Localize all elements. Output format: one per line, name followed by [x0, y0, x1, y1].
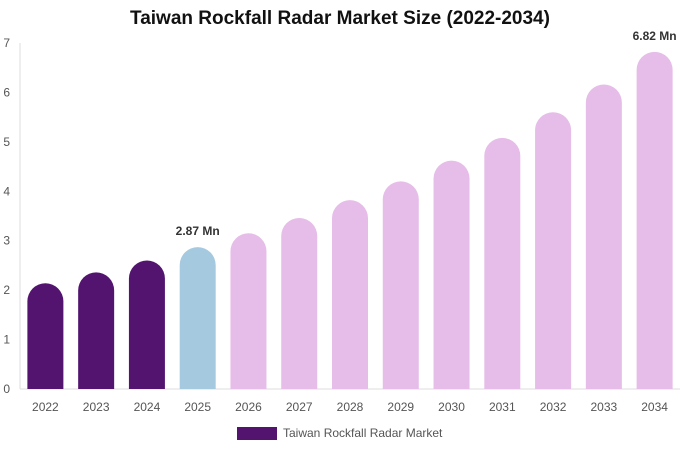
bar-2025: [179, 247, 216, 389]
x-tick-label: 2032: [540, 400, 567, 414]
legend-swatch: [237, 426, 277, 440]
bar-2024: [128, 260, 165, 389]
y-tick-label: 7: [3, 36, 10, 50]
bar-2022: [27, 283, 64, 389]
y-tick-label: 3: [3, 234, 10, 248]
data-label: 6.82 Mn: [633, 29, 677, 43]
x-tick-label: 2031: [489, 400, 516, 414]
y-tick-label: 6: [3, 85, 10, 99]
bar-2029: [382, 181, 419, 389]
bar-2032: [535, 112, 572, 389]
x-tick-label: 2034: [641, 400, 668, 414]
x-tick-label: 2030: [438, 400, 465, 414]
bar-2028: [332, 200, 368, 389]
y-tick-label: 2: [3, 283, 10, 297]
x-tick-label: 2027: [286, 400, 313, 414]
y-tick-label: 0: [3, 382, 10, 396]
x-tick-label: 2026: [235, 400, 262, 414]
chart-title: Taiwan Rockfall Radar Market Size (2022-…: [130, 8, 550, 29]
data-label: 2.87 Mn: [176, 224, 220, 238]
x-tick-label: 2022: [32, 400, 59, 414]
x-tick-label: 2033: [590, 400, 617, 414]
bar-2031: [484, 137, 521, 389]
bar-2033: [585, 84, 622, 390]
x-tick-label: 2029: [387, 400, 414, 414]
legend-label: Taiwan Rockfall Radar Market: [283, 426, 443, 440]
y-tick-label: 1: [3, 333, 10, 347]
bar-2023: [78, 272, 115, 389]
x-tick-label: 2023: [83, 400, 110, 414]
y-tick-label: 4: [3, 184, 10, 198]
x-tick-label: 2028: [337, 400, 364, 414]
x-tick-label: 2025: [184, 400, 211, 414]
legend: Taiwan Rockfall Radar Market: [237, 426, 442, 440]
bar-2027: [281, 217, 318, 389]
y-tick-label: 5: [3, 135, 10, 149]
bar-2030: [433, 160, 470, 389]
bar-2034: [636, 51, 673, 389]
x-tick-label: 2024: [134, 400, 161, 414]
bar-2026: [230, 233, 267, 389]
